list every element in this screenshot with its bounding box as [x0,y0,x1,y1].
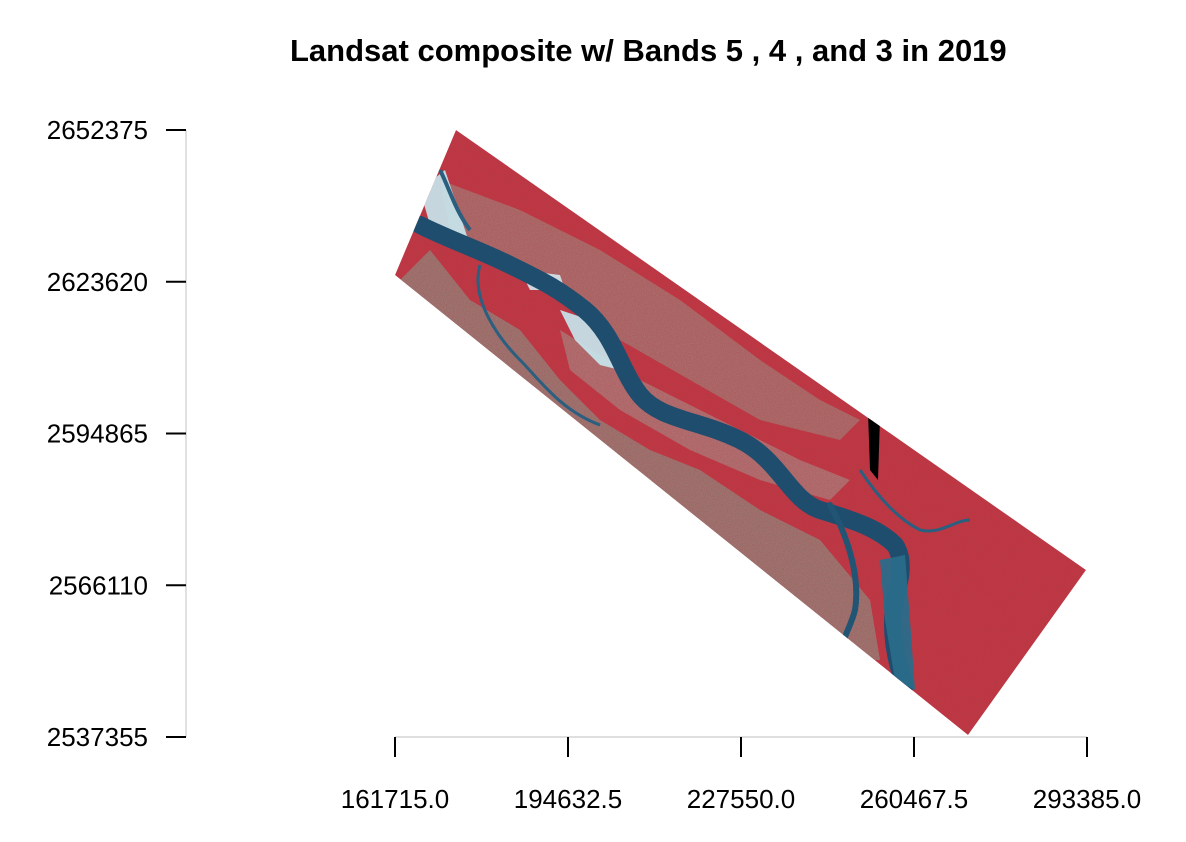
y-tick-label: 2594865 [47,419,148,449]
river-west-tributary [476,264,601,427]
x-tick-label: 260467.5 [860,784,968,814]
y-tick-label: 2566110 [49,570,148,600]
river-east-tributary [858,469,971,533]
river-north-tributary [438,169,472,232]
map-title: Landsat composite w/ Bands 5 , 4 , and 3… [290,33,1007,68]
x-tick-label: 293385.0 [1033,784,1141,814]
sand-bar-northwest [420,170,470,250]
sand-bar-mid [560,310,620,370]
y-axis: 2652375 2623620 2594865 2566110 2537355 [47,115,187,752]
y-tick-label: 2652375 [47,115,148,145]
nodata-strip [868,412,880,480]
x-tick-label: 227550.0 [687,784,795,814]
y-tick-label: 2623620 [47,267,148,297]
x-tick-label: 194632.5 [514,784,622,814]
x-tick-label: 161715.0 [341,784,449,814]
x-axis: 161715.0 194632.5 227550.0 260467.5 293385.0 [341,736,1141,814]
river-estuary [880,555,915,690]
landsat-scene [395,130,1086,735]
y-tick-label: 2537355 [47,722,148,752]
